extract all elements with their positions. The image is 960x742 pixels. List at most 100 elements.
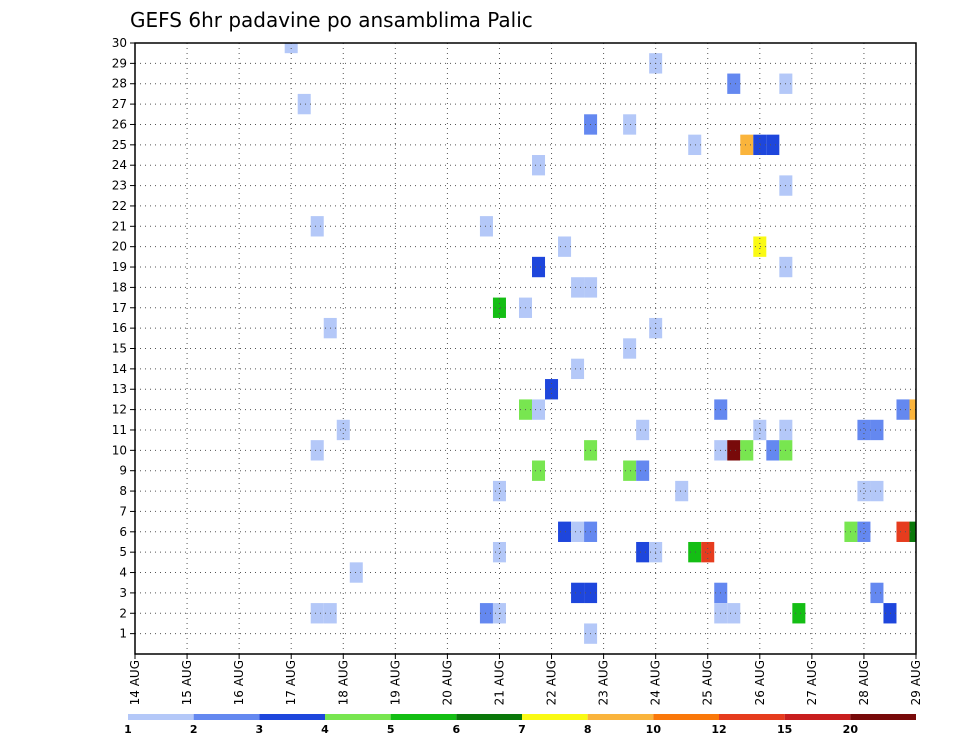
precip-cell-member-2-step-14 <box>310 603 324 624</box>
precip-cell-member-6-step-33 <box>558 521 572 542</box>
colorbar-swatch <box>850 714 916 720</box>
colorbar-swatch <box>587 714 654 720</box>
y-tick-label: 1 <box>119 627 127 641</box>
precip-cell-member-2-step-27 <box>479 603 493 624</box>
precip-cell-member-5-step-43 <box>688 541 702 563</box>
precip-cell-member-12-step-60 <box>909 399 916 420</box>
y-tick-label: 13 <box>112 382 127 396</box>
y-tick-label: 11 <box>112 423 127 437</box>
y-tick-label: 8 <box>119 484 127 498</box>
x-tick-label: 17 AUG <box>284 660 298 705</box>
precip-cell-member-8-step-28 <box>492 480 506 502</box>
precip-cell-member-5-step-44 <box>701 541 715 563</box>
precip-cell-member-11-step-57 <box>870 419 884 441</box>
precip-cell-member-25-step-43 <box>688 134 702 156</box>
ensemble-cells <box>284 43 916 644</box>
chart-title: GEFS 6hr padavine po ansamblima Palic <box>130 8 533 32</box>
precip-cell-member-19-step-31 <box>532 256 546 278</box>
x-tick-label: 19 AUG <box>388 660 402 705</box>
y-tick-label: 27 <box>112 97 127 111</box>
precip-cell-member-20-step-33 <box>558 236 572 257</box>
precip-cell-member-8-step-42 <box>675 480 689 502</box>
colorbar-swatch <box>325 714 391 720</box>
y-tick-label: 2 <box>119 606 127 620</box>
precip-cell-member-26-step-38 <box>623 114 637 135</box>
colorbar-swatch <box>784 714 851 720</box>
precip-cell-member-8-step-57 <box>870 480 884 502</box>
y-tick-label: 26 <box>112 117 127 131</box>
x-tick-label: 21 AUG <box>492 660 506 705</box>
precip-cell-member-5-step-28 <box>492 541 506 563</box>
precip-cell-member-12-step-59 <box>896 399 910 420</box>
colorbar-swatch <box>128 714 194 720</box>
precip-cell-member-11-step-48 <box>753 419 767 441</box>
y-tick-label: 5 <box>119 545 127 559</box>
precip-cell-member-6-step-56 <box>857 521 871 542</box>
y-tick-label: 9 <box>119 464 127 478</box>
x-tick-label: 16 AUG <box>232 660 246 705</box>
x-tick-label: 22 AUG <box>545 660 559 705</box>
y-tick-label: 7 <box>119 504 127 518</box>
precip-cell-member-12-step-31 <box>532 399 546 420</box>
y-tick-label: 23 <box>112 179 127 193</box>
precip-cell-member-24-step-31 <box>532 155 546 176</box>
y-axis-ticks: 1234567891011121314151617181920212223242… <box>112 36 135 641</box>
x-tick-label: 14 AUG <box>128 660 142 705</box>
precip-cell-member-8-step-56 <box>857 480 871 502</box>
y-tick-label: 29 <box>112 56 127 70</box>
precip-cell-member-6-step-34 <box>571 521 585 542</box>
colorbar-swatch <box>390 714 457 720</box>
precip-cell-member-9-step-31 <box>532 460 546 481</box>
precip-cell-member-2-step-51 <box>792 603 806 624</box>
precip-cell-member-4-step-17 <box>349 562 363 583</box>
colorbar-label: 6 <box>453 723 461 736</box>
y-tick-label: 10 <box>112 443 127 457</box>
precip-cell-member-10-step-49 <box>766 440 780 461</box>
precip-cell-member-17-step-28 <box>492 297 506 318</box>
colorbar-label: 4 <box>321 723 329 736</box>
colorbar-label: 5 <box>387 723 395 736</box>
y-tick-label: 18 <box>112 280 127 294</box>
x-tick-label: 15 AUG <box>180 660 194 705</box>
x-tick-label: 24 AUG <box>649 660 663 705</box>
y-tick-label: 14 <box>112 362 127 376</box>
colorbar-label: 7 <box>518 723 526 736</box>
precip-cell-member-21-step-14 <box>310 216 324 237</box>
precip-cell-member-20-step-48 <box>753 236 767 257</box>
precip-cell-member-3-step-34 <box>571 582 585 604</box>
colorbar-label: 2 <box>190 723 198 736</box>
y-tick-label: 22 <box>112 199 127 213</box>
y-tick-label: 30 <box>112 36 127 50</box>
x-tick-label: 28 AUG <box>857 660 871 705</box>
colorbar-label: 1 <box>124 723 132 736</box>
colorbar-swatch <box>193 714 260 720</box>
precip-cell-member-10-step-47 <box>740 440 754 461</box>
precip-cell-member-5-step-39 <box>636 541 650 563</box>
precip-cell-member-15-step-38 <box>623 338 637 359</box>
x-axis-ticks: 14 AUG 15 AUG 16 AUG 17 AUG 18 AUG 19 AUG 20 A… <box>128 654 923 705</box>
precip-cell-member-14-step-34 <box>571 358 585 380</box>
colorbar-label: 20 <box>843 723 859 736</box>
precip-cell-member-2-step-46 <box>727 603 741 624</box>
x-tick-label: 27 AUG <box>805 660 819 705</box>
x-tick-label: 20 AUG <box>440 660 454 705</box>
y-tick-label: 15 <box>112 342 127 356</box>
precip-cell-member-11-step-16 <box>336 419 350 441</box>
precip-cell-member-25-step-47 <box>740 134 754 156</box>
precip-cell-member-9-step-39 <box>636 460 650 481</box>
precip-cell-member-3-step-57 <box>870 582 884 604</box>
colorbar-label: 8 <box>584 723 592 736</box>
precip-cell-member-2-step-58 <box>883 603 897 624</box>
y-tick-label: 19 <box>112 260 127 274</box>
precip-cell-member-21-step-27 <box>479 216 493 237</box>
colorbar-label: 15 <box>777 723 792 736</box>
y-tick-label: 17 <box>112 301 127 315</box>
precip-cell-member-10-step-46 <box>727 440 741 461</box>
colorbar: 1 2 3 4 5 6 7 8 10 12 15 20 <box>124 714 916 736</box>
x-tick-label: 25 AUG <box>701 660 715 705</box>
x-tick-label: 29 AUG <box>909 660 923 705</box>
precip-cell-member-11-step-39 <box>636 419 650 441</box>
y-tick-label: 24 <box>112 158 127 172</box>
y-tick-label: 3 <box>119 586 127 600</box>
